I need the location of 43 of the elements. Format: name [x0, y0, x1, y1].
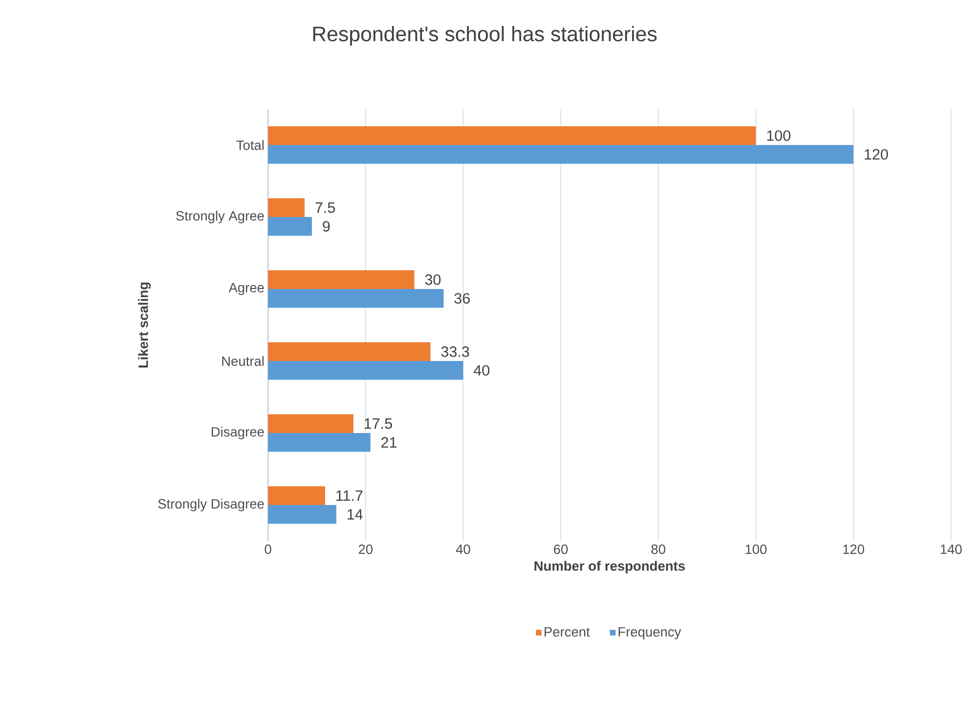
bar	[268, 342, 430, 362]
data-label: 30	[425, 274, 441, 285]
data-label: 33.3	[441, 346, 470, 357]
x-tick-label: 100	[746, 544, 767, 554]
legend-label: Percent	[544, 627, 590, 637]
data-label: 17.5	[364, 418, 392, 429]
chart-title: Respondent's school has stationeries	[313, 26, 657, 46]
bar	[268, 126, 756, 146]
data-label: 120	[864, 149, 888, 160]
bar	[268, 198, 305, 218]
x-tick-label: 120	[843, 544, 864, 554]
legend-label: Frequency	[618, 627, 682, 640]
data-label: 7.5	[316, 202, 335, 213]
bar	[268, 433, 370, 452]
x-tick-label: 140	[940, 544, 962, 554]
y-tick-label: Strongly Agree	[176, 210, 264, 224]
data-label: 40	[474, 365, 490, 376]
x-tick-label: 40	[456, 544, 470, 554]
bar	[268, 289, 444, 308]
data-label: 11.7	[336, 490, 363, 501]
data-label: 9	[322, 221, 330, 232]
x-axis-title: Number of respondents	[534, 560, 685, 574]
data-label: 36	[454, 293, 470, 304]
y-tick-label: Total	[236, 140, 264, 150]
y-tick-label: Strongly Disagree	[158, 498, 264, 512]
data-label: 21	[381, 437, 397, 448]
bar	[268, 145, 854, 164]
x-tick-label: 60	[554, 544, 568, 554]
y-tick-label: Disagree	[212, 426, 264, 440]
data-label: 14	[348, 509, 363, 520]
x-tick-label: 0	[264, 544, 272, 554]
bar	[268, 361, 464, 380]
bar	[268, 486, 326, 506]
x-tick-label: 80	[651, 544, 666, 554]
y-tick-label: Neutral	[222, 356, 264, 366]
data-label: 100	[767, 130, 790, 141]
bar	[268, 505, 336, 524]
bar	[268, 414, 354, 434]
y-axis-title: Likert scaling	[138, 282, 151, 368]
x-tick-label: 20	[358, 544, 373, 554]
y-tick-label: Agree	[228, 282, 264, 296]
bar	[268, 270, 414, 290]
bar	[268, 217, 312, 236]
